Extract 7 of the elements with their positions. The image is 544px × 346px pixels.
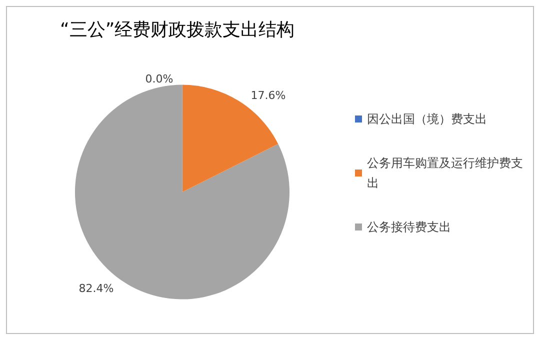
legend-label: 公务接待费支出 <box>367 220 451 234</box>
legend-label: 因公出国（境）费支出 <box>367 112 487 126</box>
legend-label: 公务用车购置及运行维护费支出 <box>367 156 523 190</box>
data-label: 82.4% <box>78 282 114 295</box>
text: 0.0% <box>145 72 174 86</box>
data-label: 17.6% <box>250 89 286 102</box>
chart-title: “三公”经费财政拨款支出结构 <box>60 20 295 40</box>
